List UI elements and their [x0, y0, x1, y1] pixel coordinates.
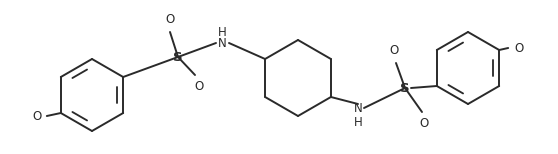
Text: H: H — [354, 116, 362, 129]
Text: H: H — [218, 26, 227, 39]
Text: N: N — [218, 36, 227, 49]
Text: O: O — [420, 117, 429, 130]
Text: N: N — [354, 101, 362, 115]
Text: O: O — [194, 80, 204, 93]
Text: S: S — [173, 51, 183, 63]
Text: O: O — [514, 41, 523, 55]
Text: O: O — [389, 44, 398, 57]
Text: S: S — [400, 81, 410, 95]
Text: O: O — [32, 109, 42, 122]
Text: O: O — [165, 13, 175, 26]
